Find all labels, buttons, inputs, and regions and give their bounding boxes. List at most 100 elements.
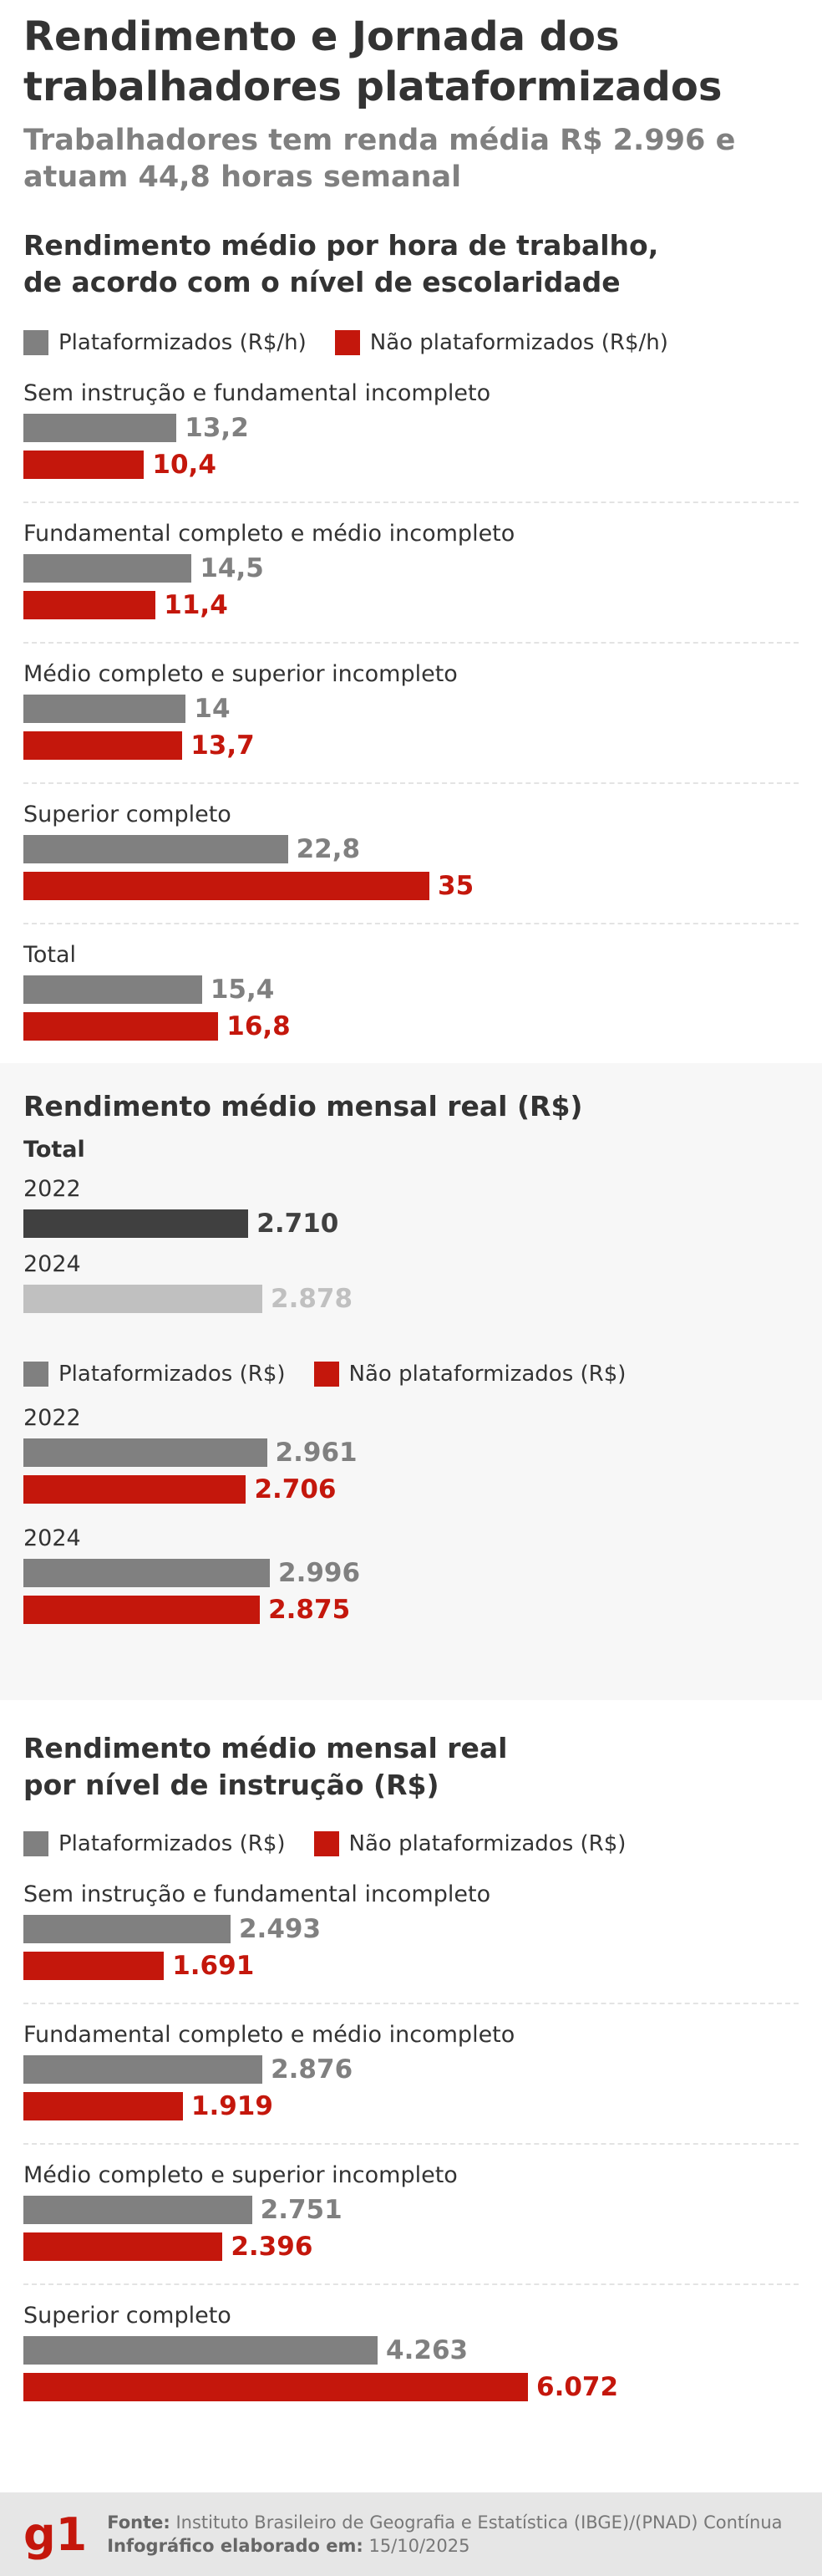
date-label: Infográfico elaborado em: bbox=[107, 2536, 363, 2556]
page-subtitle: Trabalhadores tem renda média R$ 2.996 e… bbox=[23, 124, 736, 194]
bar-row: 2.878 bbox=[23, 1280, 799, 1317]
value-label: 4.263 bbox=[386, 2335, 469, 2365]
bar-row: 1.919 bbox=[23, 2088, 799, 2125]
source: Instituto Brasileiro de Geografia e Esta… bbox=[175, 2512, 783, 2533]
bar bbox=[23, 554, 192, 583]
category-block: Total 15,4 16,8 bbox=[23, 924, 799, 1063]
bar bbox=[23, 1475, 246, 1504]
category-block: Superior completo 4.263 6.072 bbox=[23, 2285, 799, 2424]
bar bbox=[23, 2336, 378, 2365]
bar-row: 2.875 bbox=[23, 1591, 799, 1628]
legend-swatch bbox=[23, 1362, 48, 1387]
bar bbox=[23, 2092, 183, 2120]
bars: 2022 2.961 2.706 2024 2.996 2.875 bbox=[23, 1399, 799, 1640]
category-label: Superior completo bbox=[23, 2303, 231, 2329]
legend-swatch bbox=[334, 330, 360, 355]
category-label: Sem instrução e fundamental incompleto bbox=[23, 1881, 491, 1907]
bar bbox=[23, 1285, 262, 1313]
bar bbox=[23, 1596, 261, 1624]
legend-label: Plataformizados (R$) bbox=[58, 1362, 286, 1387]
value-label: 2.396 bbox=[231, 2232, 313, 2262]
category-label: Médio completo e superior incompleto bbox=[23, 2162, 458, 2188]
bar-row: 2.706 bbox=[23, 1471, 799, 1508]
value-label: 22,8 bbox=[296, 834, 361, 864]
value-label: 10,4 bbox=[152, 450, 216, 480]
bar bbox=[23, 975, 202, 1004]
value-label: 2.878 bbox=[271, 1284, 353, 1314]
bar-row: 2.751 bbox=[23, 2192, 799, 2228]
page-title: Rendimento e Jornada dos trabalhadores p… bbox=[23, 13, 723, 110]
category-block: 2022 2.961 2.706 bbox=[23, 1399, 799, 1520]
footer: g1 Fonte: Instituto Brasileiro de Geogra… bbox=[0, 2492, 822, 2576]
value-label: 2.875 bbox=[268, 1595, 351, 1625]
value-label: 14 bbox=[194, 694, 231, 724]
bar bbox=[23, 1438, 267, 1467]
legend-item: Não plataformizados (R$) bbox=[313, 1831, 627, 1856]
chart-section: Rendimento médio mensal real por nível d… bbox=[0, 1700, 822, 2424]
bar bbox=[23, 1559, 270, 1587]
value-label: 11,4 bbox=[164, 590, 228, 620]
category-block: 2022 2.710 bbox=[23, 1173, 799, 1242]
category-label: 2022 bbox=[23, 1405, 81, 1431]
category-block: 2024 2.878 bbox=[23, 1249, 799, 1317]
bar-row: 10,4 bbox=[23, 446, 799, 483]
bars: Sem instrução e fundamental incompleto 2.… bbox=[23, 1864, 799, 2424]
legend: Plataformizados (R$/h) Não plataformizado… bbox=[23, 326, 799, 359]
header: Rendimento e Jornada dos trabalhadores p… bbox=[0, 0, 822, 196]
bar bbox=[23, 2196, 252, 2224]
source-label: Fonte: bbox=[107, 2512, 170, 2533]
bar-row: 2.996 bbox=[23, 1555, 799, 1591]
bar bbox=[23, 2232, 223, 2261]
bars: Sem instrução e fundamental incompleto 13… bbox=[23, 363, 799, 1063]
legend-swatch bbox=[313, 1362, 339, 1387]
legend-item: Não plataformizados (R$/h) bbox=[334, 330, 668, 355]
category-label: 2024 bbox=[23, 1525, 81, 1551]
value-label: 2.876 bbox=[271, 2054, 353, 2085]
bar-row: 35 bbox=[23, 868, 799, 904]
category-label: Fundamental completo e médio incompleto bbox=[23, 521, 515, 547]
category-block: Sem instrução e fundamental incompleto 2.… bbox=[23, 1864, 799, 2004]
bar-row: 2.876 bbox=[23, 2051, 799, 2088]
category-block: Fundamental completo e médio incompleto 2… bbox=[23, 2004, 799, 2145]
bar bbox=[23, 2373, 528, 2401]
category-label: Sem instrução e fundamental incompleto bbox=[23, 380, 491, 406]
legend-label: Não plataformizados (R$) bbox=[348, 1362, 627, 1387]
bar-row: 2.493 bbox=[23, 1911, 799, 1947]
bar-row: 2.710 bbox=[23, 1205, 799, 1242]
bar bbox=[23, 2055, 263, 2084]
bar bbox=[23, 591, 156, 619]
category-label: 2024 bbox=[23, 1251, 81, 1277]
category-block: Médio completo e superior incompleto 2.75… bbox=[23, 2145, 799, 2285]
bar-row: 14,5 bbox=[23, 550, 799, 587]
bar bbox=[23, 414, 177, 442]
legend-label: Plataformizados (R$/h) bbox=[58, 330, 307, 355]
date: 15/10/2025 bbox=[368, 2536, 470, 2556]
bar bbox=[23, 872, 429, 900]
legend-label: Plataformizados (R$) bbox=[58, 1831, 286, 1856]
value-label: 15,4 bbox=[210, 975, 275, 1005]
bar bbox=[23, 695, 186, 723]
value-label: 14,5 bbox=[200, 553, 264, 583]
bar-row: 1.691 bbox=[23, 1947, 799, 1984]
value-label: 13,7 bbox=[190, 731, 255, 761]
bar bbox=[23, 1915, 231, 1943]
chart-title: Rendimento médio mensal real (R$) bbox=[23, 1090, 583, 1123]
footer-text: Fonte: Instituto Brasileiro de Geografia… bbox=[107, 2511, 782, 2558]
category-block: Superior completo 22,8 35 bbox=[23, 784, 799, 924]
bar-row: 22,8 bbox=[23, 831, 799, 868]
value-label: 2.996 bbox=[278, 1558, 361, 1588]
value-label: 6.072 bbox=[536, 2372, 619, 2402]
bar-row: 4.263 bbox=[23, 2332, 799, 2369]
category-label: Médio completo e superior incompleto bbox=[23, 661, 458, 687]
value-label: 2.961 bbox=[275, 1438, 358, 1468]
category-block: Médio completo e superior incompleto 14 13… bbox=[23, 644, 799, 784]
chart-panel: Rendimento médio mensal real (R$) Total … bbox=[0, 1063, 822, 1700]
bar-row: 6.072 bbox=[23, 2369, 799, 2405]
legend-label: Não plataformizados (R$) bbox=[348, 1831, 627, 1856]
value-label: 35 bbox=[438, 871, 474, 901]
legend-item: Plataformizados (R$/h) bbox=[23, 330, 307, 355]
logo: g1 bbox=[23, 2507, 88, 2561]
bar-row: 14 bbox=[23, 690, 799, 727]
legend-swatch bbox=[23, 1831, 48, 1856]
legend-swatch bbox=[313, 1831, 339, 1856]
